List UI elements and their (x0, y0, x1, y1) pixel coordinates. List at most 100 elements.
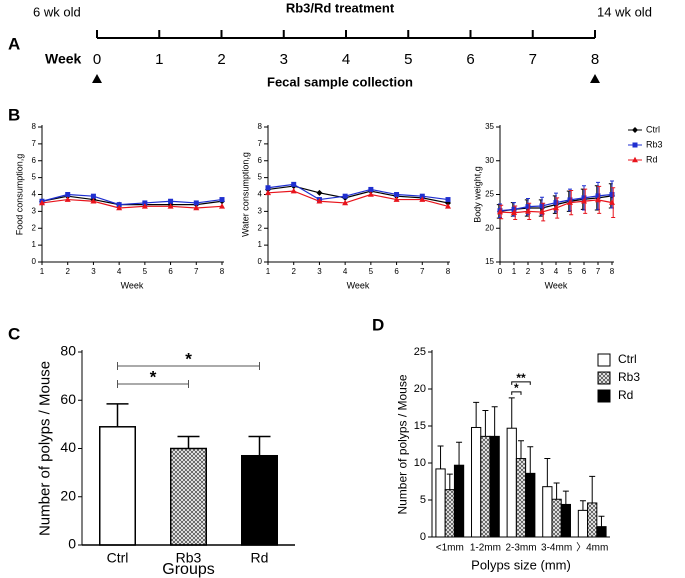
x-tick-label: 6 (394, 267, 399, 276)
y-tick-label: 7 (258, 139, 263, 148)
series-line (267, 183, 449, 201)
series-line (41, 198, 223, 209)
y-tick-label: 5 (258, 173, 263, 182)
legend-label: Rb3 (618, 370, 640, 384)
marker (511, 209, 517, 216)
marker (525, 208, 531, 214)
x-tick-label: 2 (526, 267, 531, 276)
y-tick-label: 1 (32, 240, 37, 249)
x-tick-label: 8 (446, 267, 451, 276)
x-tick-label: Rb3 (176, 550, 202, 566)
bar (587, 502, 598, 538)
y-tick-label: 25 (414, 346, 426, 358)
marker (539, 203, 545, 209)
timeline-tick-label: 1 (155, 51, 163, 68)
marker (193, 200, 199, 206)
y-tick-label: 25 (485, 190, 494, 199)
marker (595, 193, 601, 199)
x-tick-label: 4 (343, 267, 348, 276)
footer: Fecal sample collection (267, 74, 413, 89)
legend-marker (632, 156, 638, 163)
error-bar (562, 490, 569, 505)
error-bar (544, 458, 551, 487)
marker (141, 203, 148, 209)
marker (553, 204, 559, 211)
timeline-tick-label: 5 (404, 51, 412, 68)
bar (577, 509, 589, 538)
y-axis-label: Body weight,g (472, 166, 482, 223)
series-line (41, 193, 223, 206)
x-tick-label: 7 (596, 267, 601, 276)
error-bar (491, 406, 498, 437)
marker (595, 196, 601, 203)
marker (445, 203, 451, 209)
significance-label: * (185, 349, 192, 368)
significance-bracket (117, 362, 260, 370)
marker (219, 197, 225, 203)
marker (445, 197, 451, 203)
marker (265, 189, 271, 196)
x-tick-label: 2 (291, 267, 296, 276)
marker (342, 199, 349, 206)
legend-marker (632, 127, 638, 133)
panel-label: B (8, 105, 20, 124)
x-tick-label: 7 (194, 267, 199, 276)
x-tick-label: Rd (251, 550, 269, 566)
panel-label: A (8, 34, 20, 53)
error-bar (446, 473, 453, 490)
timeline-tick-label: 4 (342, 51, 350, 68)
legend-swatch (597, 371, 611, 385)
x-tick-label: 3 (317, 267, 322, 276)
marker (290, 187, 297, 194)
significance-label: * (514, 381, 519, 395)
marker (581, 195, 587, 201)
error-bar (106, 403, 129, 427)
marker (368, 186, 374, 192)
y-tick-label: 80 (60, 343, 76, 359)
y-axis-label: Number of polyps / Mouse (396, 374, 410, 514)
end-label: 14 wk old (597, 4, 652, 19)
marker (142, 200, 148, 206)
y-tick-label: 2 (258, 223, 263, 232)
legend-label: Ctrl (618, 352, 637, 366)
collection-marker (92, 74, 102, 83)
error-bar (598, 515, 605, 527)
marker (539, 208, 545, 215)
error-bar (482, 409, 489, 437)
significance-bracket (511, 391, 522, 395)
y-tick-label: 4 (258, 190, 263, 199)
error-bar (589, 475, 596, 503)
legend-label: Rd (618, 388, 633, 402)
bar (453, 464, 465, 538)
start-label: 6 wk old (33, 4, 81, 19)
series-line (267, 190, 449, 207)
y-tick-label: 2 (32, 223, 37, 232)
marker (39, 199, 45, 206)
significance-label: * (150, 367, 157, 386)
x-tick-label: 6 (582, 267, 587, 276)
marker (525, 204, 531, 210)
marker (394, 192, 400, 197)
x-axis-label: Week (545, 280, 568, 290)
marker (193, 204, 200, 211)
bar (99, 426, 136, 546)
marker (219, 203, 225, 209)
bar (435, 468, 446, 538)
marker (316, 198, 323, 204)
x-tick-label: <1mm (436, 543, 464, 554)
x-tick-label: 0 (498, 267, 503, 276)
x-axis-label: Groups (162, 561, 214, 578)
y-axis-label: Water consumption,g (240, 152, 250, 237)
x-tick-label: 8 (220, 267, 225, 276)
marker (567, 199, 573, 205)
bar (170, 447, 207, 546)
timeline-tick-label: 0 (93, 51, 101, 68)
y-tick-label: 3 (258, 206, 263, 215)
week-label: Week (45, 51, 82, 67)
y-tick-label: 1 (258, 240, 263, 249)
x-tick-label: 3 (91, 267, 96, 276)
legend-label: Rd (646, 154, 658, 164)
legend-marker (632, 142, 638, 148)
